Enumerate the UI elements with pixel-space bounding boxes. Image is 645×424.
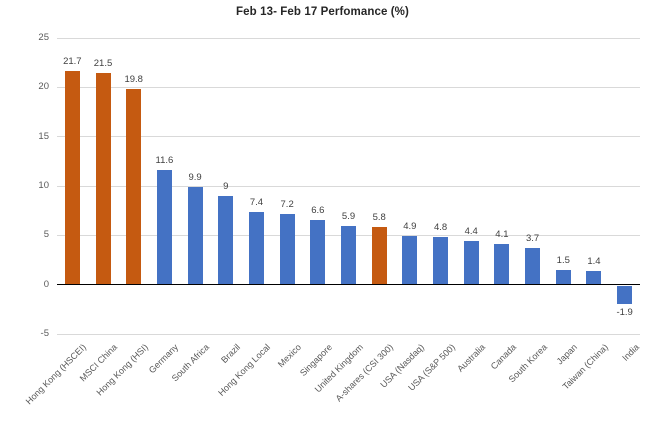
bar-value-label: 9 — [223, 180, 229, 192]
gridline — [57, 86, 640, 88]
bar-value-label: 9.9 — [188, 171, 202, 183]
bar — [494, 244, 510, 285]
gridline — [57, 185, 640, 187]
gridline — [57, 37, 640, 39]
bar-value-label: 4.1 — [495, 229, 509, 241]
bar — [310, 219, 326, 285]
bar — [187, 186, 203, 285]
bar — [555, 269, 571, 285]
bar-value-label: 6.6 — [311, 204, 325, 216]
bar-value-label: 7.2 — [280, 198, 294, 210]
bar — [617, 285, 633, 305]
bar-value-label: -1.9 — [616, 307, 633, 319]
bar — [586, 270, 602, 285]
bar — [279, 213, 295, 285]
bar — [218, 195, 234, 285]
bar — [126, 89, 142, 285]
bar-value-label: 4.9 — [403, 221, 417, 233]
bar-value-label: 1.5 — [556, 254, 570, 266]
y-axis-tick-label: 0 — [43, 278, 49, 290]
bar — [341, 226, 356, 285]
bar — [463, 241, 479, 285]
y-axis-tick-label: 15 — [38, 130, 49, 142]
bar-value-label: 4.8 — [433, 222, 448, 234]
x-axis-line — [57, 284, 640, 286]
bar — [525, 248, 541, 285]
bar-value-label: 4.4 — [464, 226, 478, 238]
chart-title: Feb 13- Feb 17 Perfomance (%) — [236, 6, 409, 18]
bar-value-label: 21.7 — [63, 55, 82, 67]
bar-value-label: 3.7 — [525, 233, 540, 245]
bar-value-label: 19.8 — [124, 74, 143, 86]
bar — [248, 211, 264, 285]
y-axis-tick-label: 10 — [38, 180, 49, 191]
bar — [156, 170, 172, 285]
bar-value-label: 5.9 — [341, 211, 356, 223]
gridline — [57, 136, 640, 138]
bar — [95, 72, 111, 285]
y-axis-tick-label: 5 — [43, 229, 49, 241]
bar — [433, 237, 449, 285]
y-axis-tick-label: 20 — [38, 81, 49, 93]
bar — [402, 236, 418, 285]
bar — [64, 70, 80, 285]
bar-value-label: 1.4 — [587, 255, 601, 267]
bar-value-label: 11.6 — [155, 155, 174, 167]
gridline — [57, 333, 640, 335]
bar-value-label: 5.8 — [372, 212, 386, 224]
bar-value-label: 7.4 — [249, 196, 264, 208]
y-axis-tick-label: -5 — [40, 328, 49, 339]
y-axis-tick-label: 25 — [38, 32, 49, 43]
bar-value-label: 21.5 — [93, 57, 113, 69]
bar — [371, 227, 387, 285]
